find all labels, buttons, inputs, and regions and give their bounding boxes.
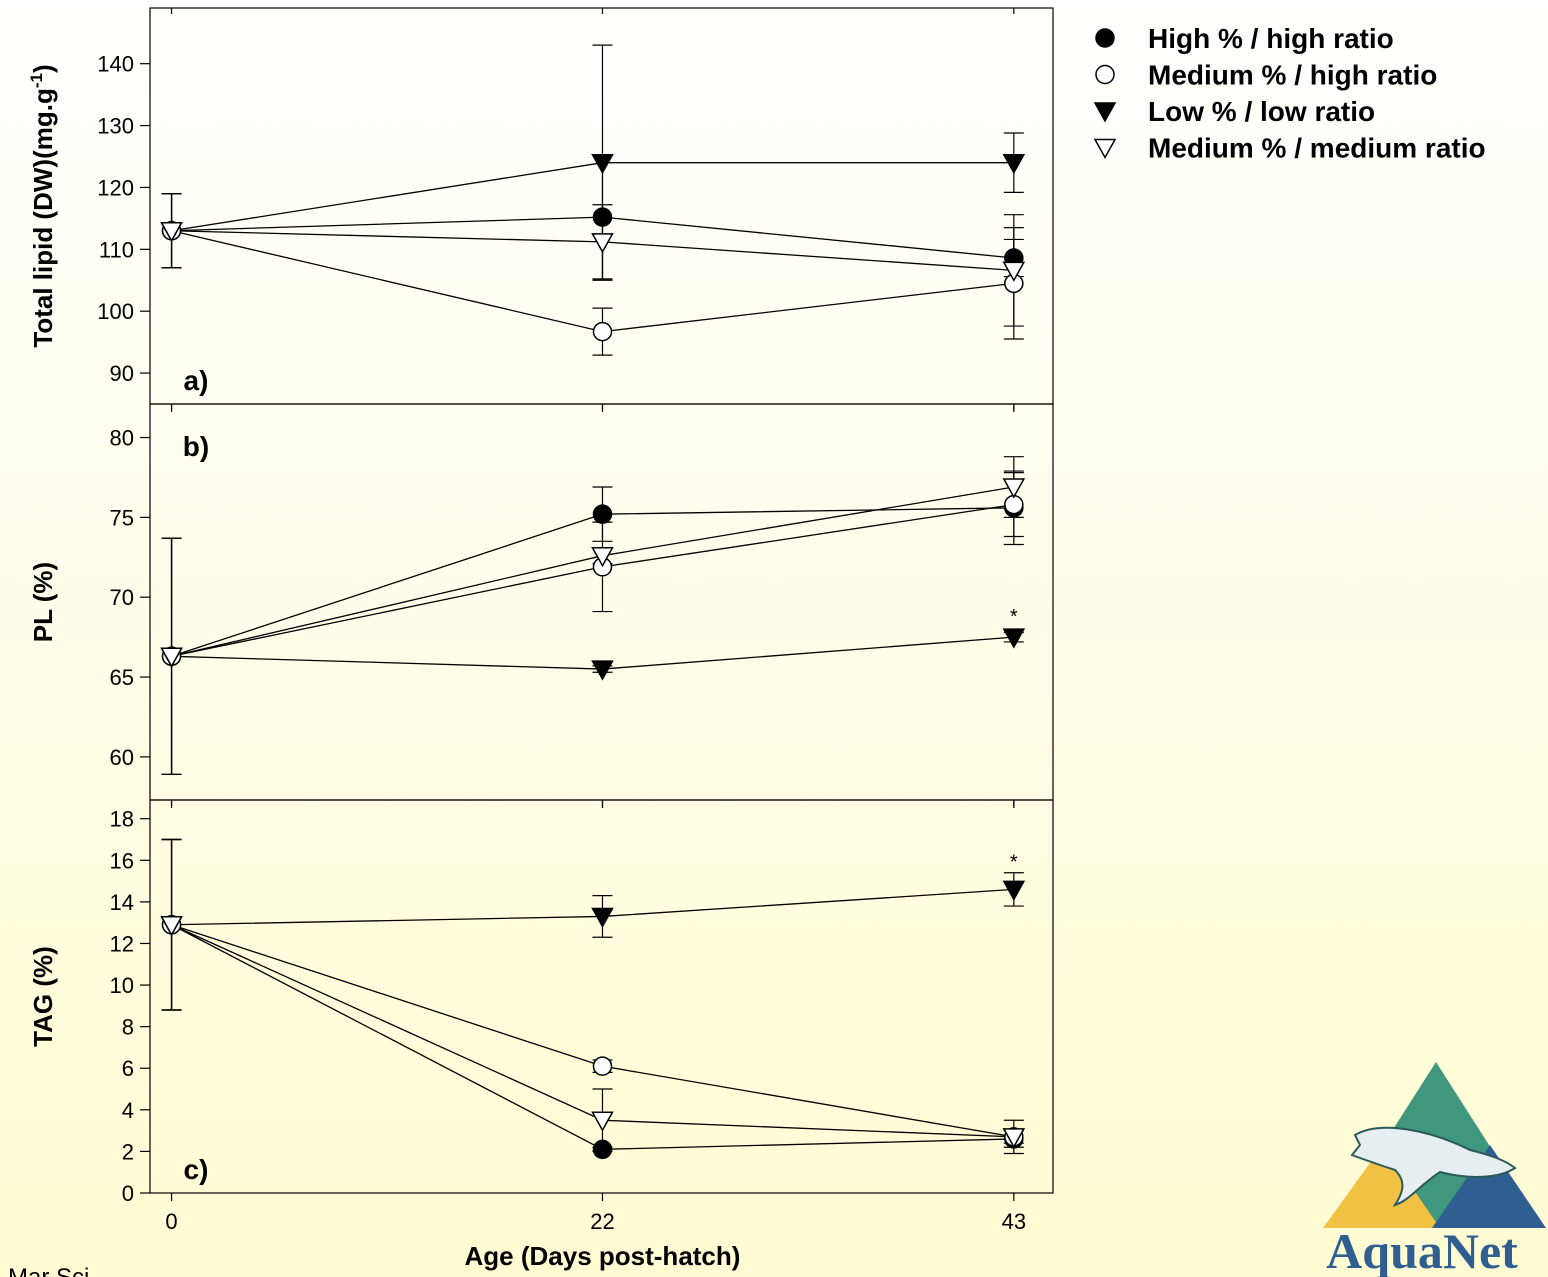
marker <box>592 504 613 524</box>
x-axis-label: Age (Days post-hatch) <box>465 1241 741 1271</box>
x-tick-label: 22 <box>590 1209 614 1234</box>
marker <box>591 907 614 928</box>
y-tick-label: 12 <box>110 931 134 956</box>
series-line <box>171 888 1014 926</box>
legend-marker <box>1095 64 1115 85</box>
marker <box>592 321 613 342</box>
y-axis-label: Total lipid (DW)(mg.g-1) <box>27 64 58 347</box>
logo: AquaNet <box>1323 1062 1546 1277</box>
y-axis-label: PL (%) <box>28 562 58 642</box>
marker <box>1002 478 1026 499</box>
plot-frame <box>149 799 1054 1194</box>
y-tick-label: 75 <box>110 505 134 530</box>
panel-label: b) <box>183 431 209 462</box>
marker <box>1002 1128 1026 1149</box>
series-line <box>171 216 1014 259</box>
marker <box>591 233 614 254</box>
marker <box>592 1056 613 1076</box>
y-tick-label: 14 <box>110 890 134 915</box>
series-line <box>171 924 1014 1138</box>
y-tick-label: 110 <box>99 237 134 262</box>
plot-frame <box>149 403 1054 801</box>
logo-text: AquaNet <box>1326 1223 1518 1277</box>
y-axis-label-text: TAG (%) <box>28 946 58 1047</box>
series-line <box>171 486 1014 657</box>
x-tick-label: 0 <box>165 1209 177 1234</box>
y-axis-label-sup: -1 <box>27 73 46 88</box>
y-tick-label: 65 <box>110 665 134 690</box>
y-tick-label: 90 <box>110 361 134 386</box>
logo-triangle <box>1432 1145 1546 1228</box>
marker <box>591 153 614 175</box>
marker <box>160 647 183 668</box>
annotation: * <box>1010 606 1018 628</box>
y-tick-label: 6 <box>122 1056 134 1081</box>
marker <box>592 207 613 227</box>
y-tick-label: 80 <box>110 426 134 451</box>
legend-label: Medium % / medium ratio <box>1148 133 1486 164</box>
marker <box>1002 153 1026 175</box>
y-tick-label: 120 <box>97 175 134 200</box>
marker <box>1002 880 1026 901</box>
marker <box>1002 261 1026 282</box>
y-tick-label: 16 <box>110 848 134 873</box>
marker <box>592 1139 613 1160</box>
marker <box>591 1111 614 1132</box>
series-line <box>171 230 1014 271</box>
y-axis-label-text: PL (%) <box>28 562 58 642</box>
series-line <box>171 636 1014 670</box>
y-tick-label: 0 <box>122 1181 134 1206</box>
y-axis-label-end: ) <box>28 64 58 73</box>
legend-marker <box>1093 102 1117 123</box>
logo-fish <box>1350 1126 1517 1207</box>
y-tick-label: 100 <box>97 299 134 324</box>
marker <box>591 546 614 568</box>
annotation: * <box>1010 851 1018 873</box>
y-tick-label: 70 <box>110 585 134 610</box>
legend-label: High % / high ratio <box>1148 23 1394 54</box>
legend-marker <box>1093 138 1117 160</box>
y-tick-label: 130 <box>97 114 134 139</box>
legend-label: Low % / low ratio <box>1148 96 1375 127</box>
y-tick-label: 2 <box>122 1139 134 1164</box>
marker <box>1002 628 1026 649</box>
series-line <box>171 507 1014 657</box>
y-tick-label: 10 <box>110 973 134 998</box>
marker <box>591 660 614 681</box>
y-axis-label-text: Total lipid (DW)(mg.g <box>28 88 58 347</box>
marker <box>160 916 183 937</box>
y-tick-label: 18 <box>110 807 134 832</box>
marker <box>160 222 183 243</box>
y-tick-label: 4 <box>122 1098 134 1123</box>
y-tick-label: 8 <box>122 1015 134 1040</box>
y-tick-label: 60 <box>110 745 134 770</box>
legend-label: Medium % / high ratio <box>1148 60 1437 91</box>
panel-label: a) <box>184 365 209 396</box>
y-tick-label: 140 <box>97 52 134 77</box>
plot-frame <box>149 7 1054 405</box>
series-line <box>171 162 1014 232</box>
series-line <box>171 503 1014 657</box>
legend-marker <box>1095 28 1115 48</box>
x-tick-label: 43 <box>1002 1209 1026 1234</box>
series-line <box>171 924 1014 1138</box>
y-axis-label: TAG (%) <box>28 946 58 1047</box>
footer: Mar Sci <box>8 1264 89 1277</box>
logo-triangle <box>1323 1145 1440 1228</box>
panel-label: c) <box>184 1154 209 1185</box>
